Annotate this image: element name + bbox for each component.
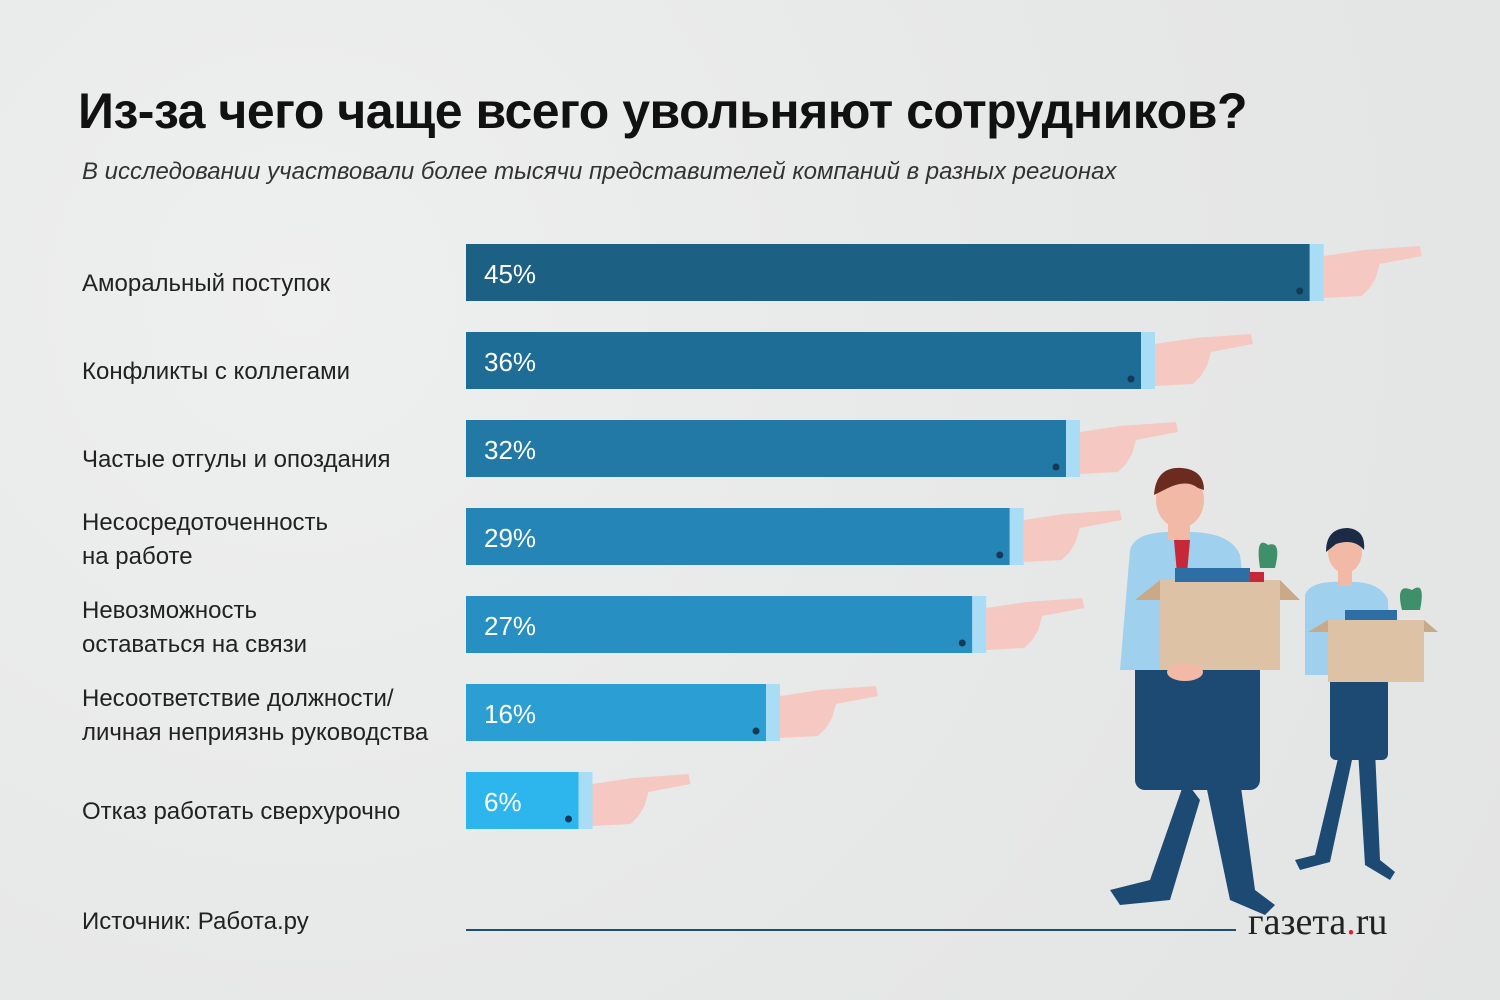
pointing-hand-icon xyxy=(1296,244,1422,301)
pointing-hand-icon xyxy=(1127,332,1253,389)
category-label: Конфликты с коллегами xyxy=(82,358,350,385)
pointing-hand-icon xyxy=(1052,420,1178,477)
bar-value-label: 36% xyxy=(484,347,536,377)
publisher-logo: газета.ru xyxy=(1248,900,1387,944)
chart-subtitle: В исследовании участвовали более тысячи … xyxy=(82,158,1117,185)
pointing-hand-icon xyxy=(958,596,1085,653)
bar-value-label: 16% xyxy=(484,699,536,729)
bar xyxy=(466,684,766,741)
chart-title: Из-за чего чаще всего увольняют сотрудни… xyxy=(78,83,1248,139)
logo-main: газета xyxy=(1248,901,1347,943)
logo-suffix: ru xyxy=(1355,901,1388,943)
bar xyxy=(466,508,1010,565)
category-label: Отказ работать сверхурочно xyxy=(82,798,400,825)
bar-value-label: 27% xyxy=(484,611,536,641)
pointing-hand-icon xyxy=(996,508,1122,565)
pointing-hand-icon xyxy=(752,684,878,741)
category-label: Аморальный поступок xyxy=(82,270,331,297)
logo-dot: . xyxy=(1346,901,1356,943)
bar-value-label: 45% xyxy=(484,259,536,289)
bar-value-label: 29% xyxy=(484,523,536,553)
category-label: на работе xyxy=(82,543,193,570)
source-note: Источник: Работа.ру xyxy=(82,908,309,935)
category-label: Частые отгулы и опоздания xyxy=(82,446,391,473)
category-label: личная неприязнь руководства xyxy=(82,719,429,746)
footer-divider xyxy=(466,929,1236,931)
bar-value-label: 6% xyxy=(484,787,522,817)
bar xyxy=(466,244,1310,301)
woman-figure xyxy=(1295,528,1438,880)
category-label: оставаться на связи xyxy=(82,631,307,658)
bar xyxy=(466,772,579,829)
employees-with-boxes-illustration xyxy=(1110,467,1438,915)
bar xyxy=(466,332,1141,389)
bar xyxy=(466,420,1066,477)
bar xyxy=(466,596,973,653)
man-figure xyxy=(1110,467,1300,915)
bar-value-label: 32% xyxy=(484,435,536,465)
category-label: Несоответствие должности/ xyxy=(82,685,394,712)
category-label: Невозможность xyxy=(82,597,257,624)
pointing-hand-icon xyxy=(565,772,691,829)
category-label: Несосредоточенность xyxy=(82,509,328,536)
